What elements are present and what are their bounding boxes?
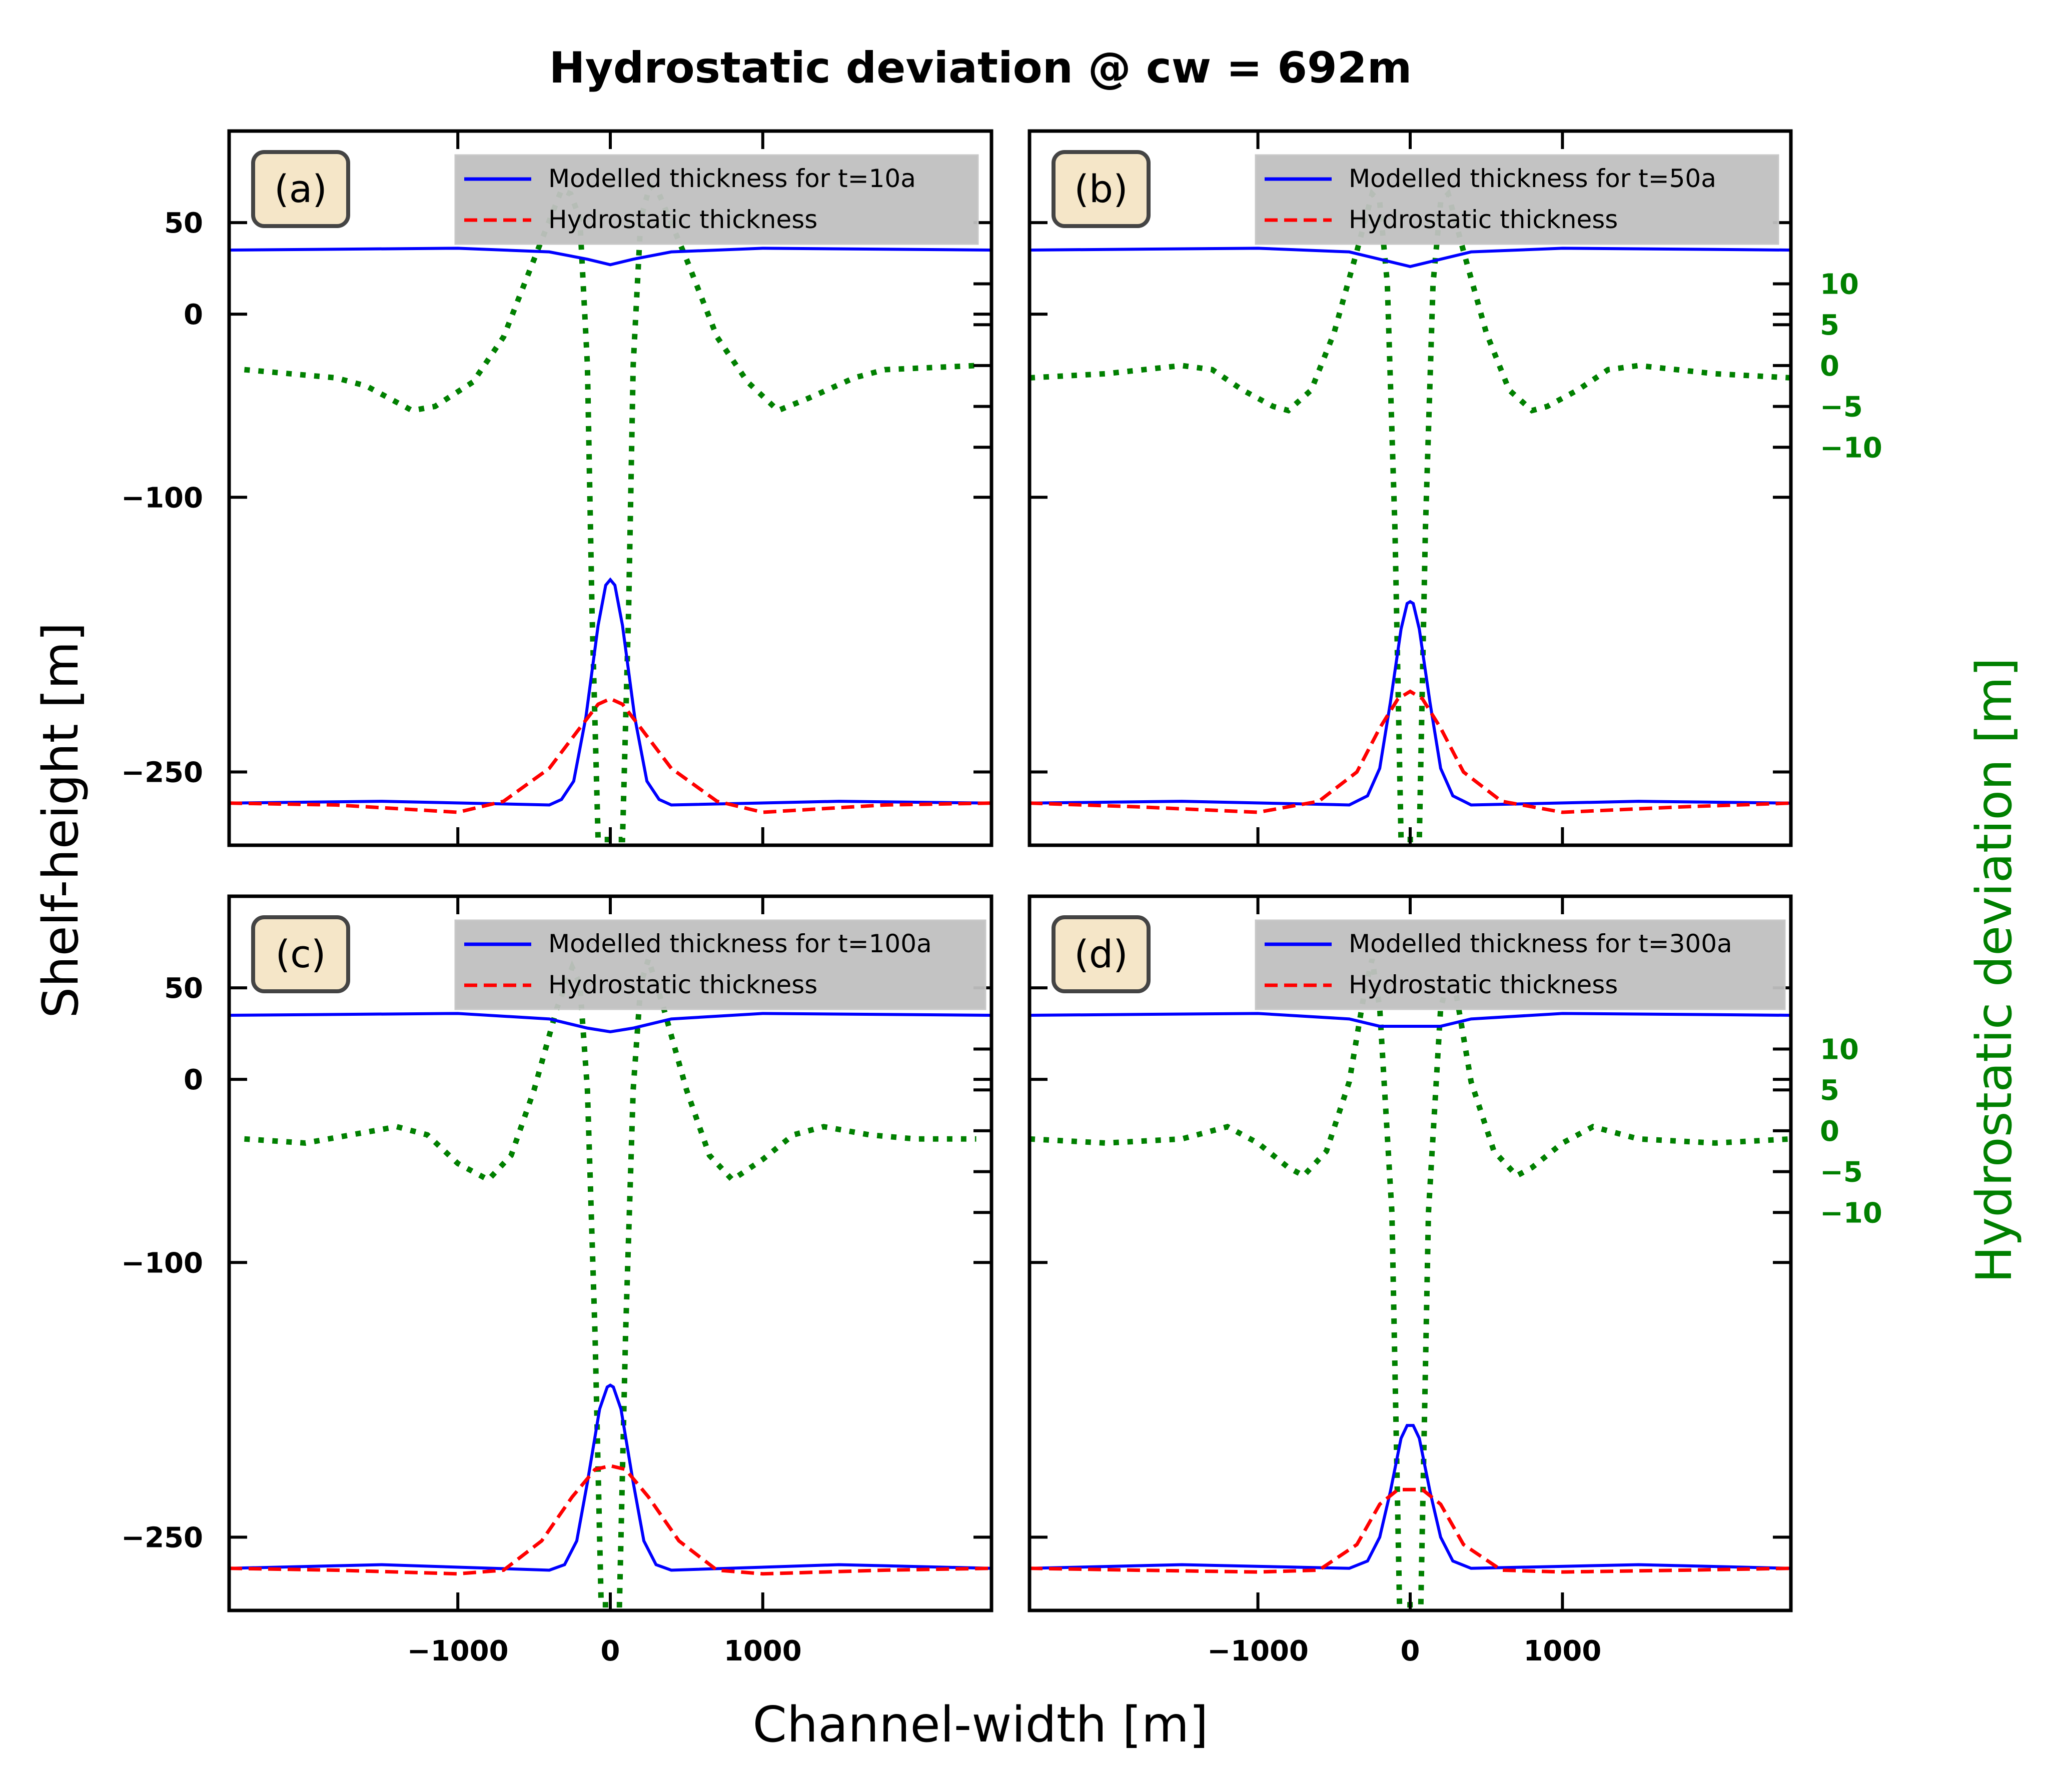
hydrostatic-thickness-line: [229, 697, 991, 814]
panel-label-box: [1052, 150, 1151, 228]
panel-d: 10 5 0 −5 −10 −1000 0 1000 (d) Modelled thickness…: [1028, 894, 1882, 1667]
right-y-tick-label: −5: [1820, 1156, 1863, 1189]
deviation-line: [244, 950, 976, 1608]
x-tick-label: −1000: [407, 1635, 509, 1667]
panel-label-box: [251, 915, 350, 993]
legend-box: [1255, 919, 1786, 1010]
modelled-thickness-line: [229, 1383, 991, 1572]
right-y-tick-label: −10: [1820, 432, 1882, 464]
y-axis-label-left: Shelf-height [m]: [33, 622, 90, 1018]
legend-box: [454, 154, 979, 245]
hydrostatic-thickness-line: [229, 1464, 991, 1576]
panel-b: 10 5 0 −5 −10 (b) Modelled thickness for t=50a…: [1028, 129, 1882, 847]
plot-area: [1030, 188, 1791, 843]
y-axis-label-right: Hydrostatic deviation [m]: [1966, 658, 2023, 1283]
legend-label-hydrostatic: Hydrostatic thickness: [1349, 205, 1618, 234]
panel-label: (b): [1074, 167, 1128, 211]
panel-label: (c): [275, 932, 326, 976]
modelled-thickness-line: [229, 1012, 991, 1033]
y-tick-label: −100: [121, 482, 203, 514]
deviation-line: [1030, 188, 1791, 843]
hydrostatic-thickness-line: [1030, 689, 1791, 814]
modelled-thickness-line: [229, 247, 991, 267]
legend-label-hydrostatic: Hydrostatic thickness: [548, 205, 817, 234]
deviation-line: [244, 181, 976, 843]
legend-label-modelled: Modelled thickness for t=10a: [548, 164, 916, 193]
plot-area: [229, 950, 991, 1608]
panel-label-box: [1052, 915, 1151, 993]
y-tick-label: −250: [121, 1522, 203, 1554]
panel-c: 50 0 −100 −250 −1000 0 1000 (c) Modelled thickne…: [121, 894, 993, 1667]
legend-label-hydrostatic: Hydrostatic thickness: [1349, 970, 1618, 999]
panel-label-box: [251, 150, 350, 228]
panels-group: 500−100−250(a) Modelled thickness for t=1…: [121, 129, 1882, 1667]
x-tick-label: 1000: [724, 1635, 802, 1667]
plot-area: [229, 181, 991, 843]
panel-label: (d): [1074, 932, 1128, 976]
right-y-tick-label: 10: [1820, 269, 1859, 301]
right-y-tick-label: 5: [1820, 309, 1839, 342]
y-tick-label: −100: [121, 1247, 203, 1279]
y-tick-label: 50: [164, 207, 203, 240]
right-y-tick-label: −10: [1820, 1197, 1882, 1229]
x-tick-label: 1000: [1523, 1635, 1601, 1667]
figure-title: Hydrostatic deviation @ cw = 692m: [549, 43, 1412, 93]
legend-box: [454, 919, 986, 1010]
modelled-thickness-line: [229, 577, 991, 807]
right-y-tick-label: −5: [1820, 391, 1863, 424]
right-y-tick-label: 5: [1820, 1074, 1839, 1107]
x-axis-label: Channel-width [m]: [753, 1696, 1209, 1753]
modelled-thickness-line: [1030, 1012, 1791, 1028]
plot-area: [1030, 958, 1791, 1608]
modelled-thickness-line: [1030, 600, 1791, 807]
x-tick-label: 0: [1401, 1635, 1420, 1667]
legend-label-modelled: Modelled thickness for t=100a: [548, 929, 932, 958]
legend-box: [1255, 154, 1779, 245]
legend-label-hydrostatic: Hydrostatic thickness: [548, 970, 817, 999]
hydrostatic-thickness-line: [1030, 1487, 1791, 1574]
modelled-thickness-line: [1030, 247, 1791, 269]
legend-label-modelled: Modelled thickness for t=300a: [1349, 929, 1732, 958]
modelled-thickness-line: [1030, 1424, 1791, 1570]
panel-label: (a): [274, 167, 327, 211]
y-tick-label: −250: [121, 757, 203, 789]
right-y-tick-label: 0: [1820, 350, 1839, 383]
y-tick-label: 50: [164, 972, 203, 1005]
deviation-line: [1030, 958, 1791, 1608]
legend-label-modelled: Modelled thickness for t=50a: [1349, 164, 1716, 193]
x-tick-label: 0: [601, 1635, 620, 1667]
y-tick-label: 0: [184, 299, 203, 331]
x-tick-label: −1000: [1207, 1635, 1309, 1667]
right-y-tick-label: 10: [1820, 1034, 1859, 1066]
y-tick-label: 0: [184, 1064, 203, 1096]
panel-a: 50 0 −100 −250 (a) Modelled thickness for t=1…: [121, 129, 993, 847]
right-y-tick-label: 0: [1820, 1115, 1839, 1148]
